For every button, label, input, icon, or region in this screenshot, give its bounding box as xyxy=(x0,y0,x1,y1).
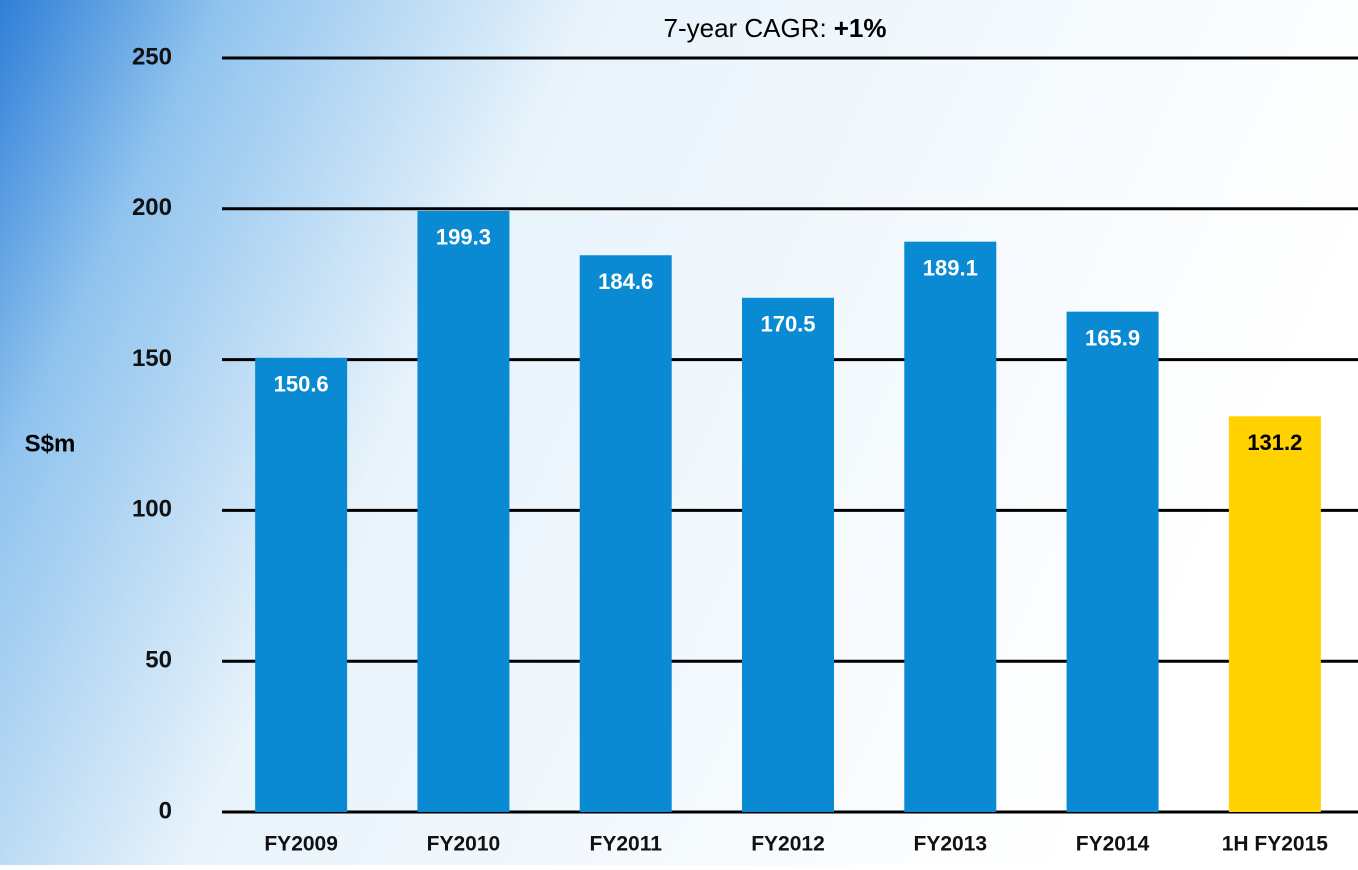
y-tick-label: 150 xyxy=(132,345,172,372)
bar xyxy=(417,210,510,812)
value-label: 150.6 xyxy=(274,372,329,397)
bar xyxy=(1066,311,1159,812)
title-emphasis: +1% xyxy=(834,13,887,43)
y-tick-label: 100 xyxy=(132,496,172,523)
x-tick-label: FY2011 xyxy=(590,833,663,856)
chart-title: 7-year CAGR: +1% xyxy=(663,13,886,43)
bar xyxy=(904,241,997,813)
bar xyxy=(255,357,348,812)
y-axis-label: S$m xyxy=(25,430,76,457)
x-tick-label: 1H FY2015 xyxy=(1222,833,1329,856)
bar xyxy=(579,255,672,812)
title-text: 7-year CAGR: xyxy=(663,13,826,43)
value-label: 199.3 xyxy=(436,225,491,250)
y-tick-label: 50 xyxy=(145,647,172,674)
x-tick-label: FY2014 xyxy=(1076,833,1150,856)
x-tick-label: FY2012 xyxy=(751,833,825,856)
value-label: 170.5 xyxy=(760,312,815,337)
x-tick-label: FY2009 xyxy=(264,833,338,856)
y-tick-label: 200 xyxy=(132,194,172,221)
y-tick-label: 0 xyxy=(159,797,172,824)
y-tick-label: 250 xyxy=(132,43,172,70)
bar xyxy=(742,297,834,813)
value-label: 131.2 xyxy=(1247,430,1302,455)
value-label: 184.6 xyxy=(598,269,653,294)
bar xyxy=(1228,416,1321,812)
value-label: 189.1 xyxy=(923,255,978,280)
value-label: 165.9 xyxy=(1085,325,1140,350)
x-tick-label: FY2013 xyxy=(914,833,988,856)
x-tick-label: FY2010 xyxy=(427,833,501,856)
